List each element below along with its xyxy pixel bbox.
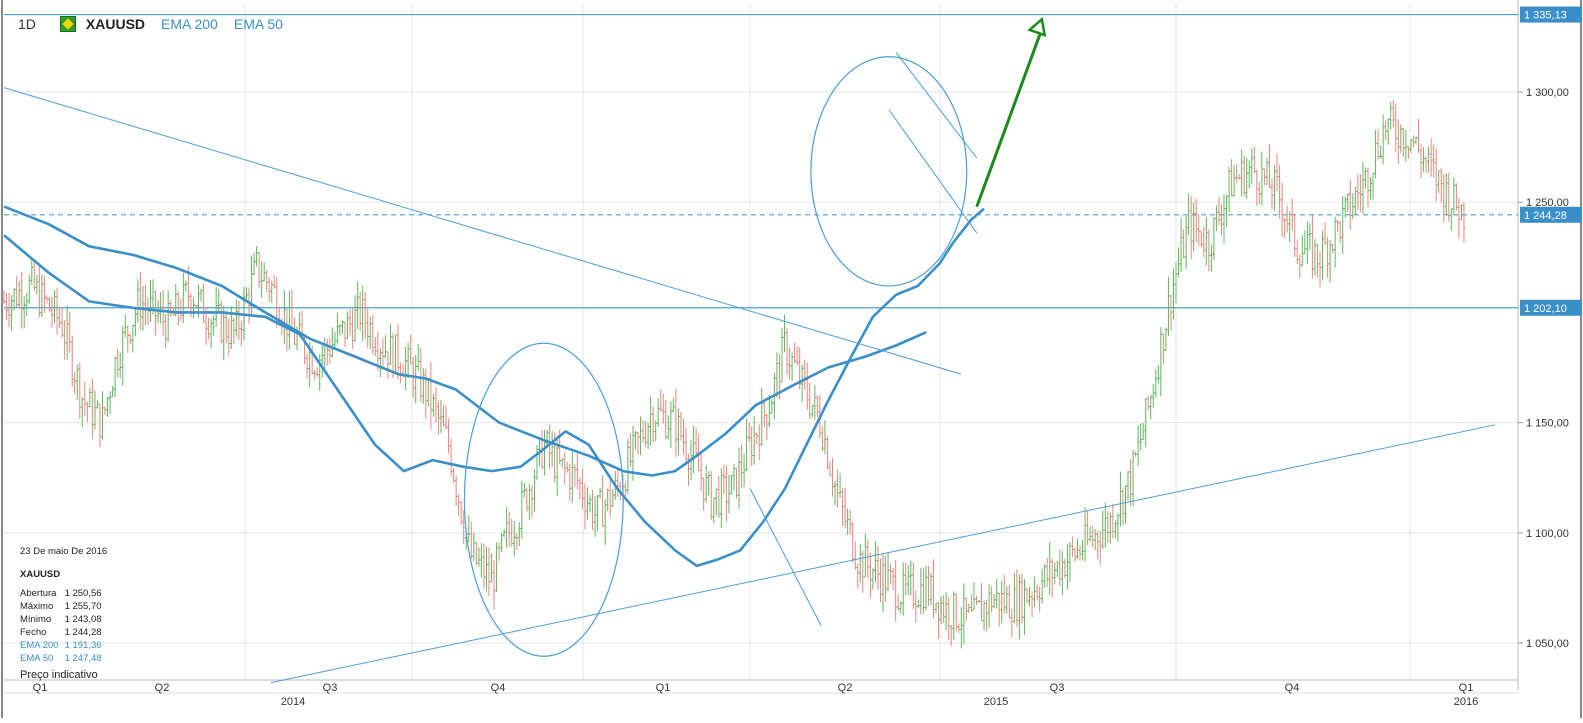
price-level-label: 1 244,28 xyxy=(1524,210,1567,222)
info-row: Mínimo 1 243,08 xyxy=(20,614,102,625)
price-level-label-bg xyxy=(1520,206,1582,223)
forecast-arrow-head[interactable] xyxy=(1027,16,1047,38)
y-tick-label: 1 300,00 xyxy=(1526,87,1569,99)
price-level-label: 1 202,10 xyxy=(1524,303,1567,315)
x-tick-label-quarter: Q2 xyxy=(838,682,853,694)
x-tick-label-quarter: Q1 xyxy=(1459,682,1474,694)
info-row: Máximo 1 255,70 xyxy=(20,601,102,612)
x-tick-label-year: 2014 xyxy=(281,696,305,708)
y-tick-label: 1 050,00 xyxy=(1526,638,1569,650)
price-level-label-bg xyxy=(1520,299,1582,316)
info-panel: 23 De maio De 2016 XAUUSD Abertura 1 250,… xyxy=(20,545,108,682)
chart-header: 1D XAUUSD EMA 200 EMA 50 xyxy=(18,14,283,34)
info-row-ema50: EMA 50 1 247,48 xyxy=(20,653,102,664)
x-tick-label-quarter: Q4 xyxy=(1285,682,1300,694)
info-row-ema200: EMA 200 1 191,36 xyxy=(20,640,102,651)
info-row: Fecho 1 244,28 xyxy=(20,627,102,638)
x-tick-label-year: 2016 xyxy=(1454,696,1478,708)
ema50-line[interactable] xyxy=(3,207,985,568)
x-tick-label-quarter: Q4 xyxy=(491,682,506,694)
x-tick-label-quarter: Q1 xyxy=(33,682,48,694)
ellipse-annotation[interactable] xyxy=(463,342,624,657)
price-level-label-bg xyxy=(1520,6,1582,23)
ema200-legend[interactable]: EMA 200 xyxy=(161,16,218,32)
instrument-icon xyxy=(59,16,76,32)
ellipse-annotation[interactable] xyxy=(810,56,968,287)
x-tick-label-quarter: Q3 xyxy=(323,682,338,694)
x-tick-label-quarter: Q2 xyxy=(155,682,170,694)
trendline[interactable] xyxy=(3,87,962,375)
y-tick-label: 1 100,00 xyxy=(1526,528,1569,540)
info-symbol: XAUUSD xyxy=(20,569,61,580)
channel-line[interactable] xyxy=(749,488,822,626)
timeframe-label[interactable]: 1D xyxy=(18,16,36,32)
forecast-arrow-line[interactable] xyxy=(975,28,1044,208)
info-table: Abertura 1 250,56 Máximo 1 255,70 Mínimo 1 … xyxy=(20,587,108,665)
price-level-label: 1 335,13 xyxy=(1524,10,1567,22)
ema50-legend[interactable]: EMA 50 xyxy=(233,16,283,32)
y-tick-label: 1 250,00 xyxy=(1526,197,1569,209)
y-tick-label: 1 150,00 xyxy=(1526,418,1569,430)
indicative-price-note: Preço indicativo xyxy=(20,669,98,681)
trendline[interactable] xyxy=(270,424,1496,684)
channel-line[interactable] xyxy=(888,109,978,234)
x-tick-label-quarter: Q1 xyxy=(656,682,671,694)
symbol-label[interactable]: XAUUSD xyxy=(85,16,146,32)
info-row: Abertura 1 250,56 xyxy=(20,588,102,599)
x-tick-label-quarter: Q3 xyxy=(1050,682,1065,694)
x-tick-label-year: 2015 xyxy=(984,696,1008,708)
info-date: 23 De maio De 2016 xyxy=(20,546,108,557)
ema200-line[interactable] xyxy=(3,205,927,477)
